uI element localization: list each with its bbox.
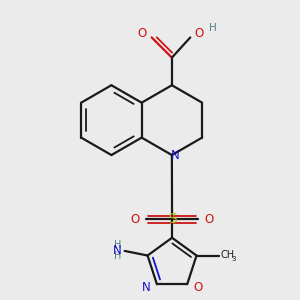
- Text: O: O: [195, 27, 204, 40]
- Text: O: O: [194, 280, 203, 293]
- Text: CH: CH: [220, 250, 235, 260]
- Text: H: H: [114, 240, 121, 250]
- Text: N: N: [142, 280, 150, 293]
- Text: N: N: [113, 244, 122, 257]
- Text: O: O: [204, 213, 213, 226]
- Text: N: N: [171, 148, 180, 162]
- Text: O: O: [138, 27, 147, 40]
- Text: O: O: [131, 213, 140, 226]
- Text: S: S: [168, 212, 176, 226]
- Text: H: H: [209, 23, 217, 33]
- Text: H: H: [114, 251, 121, 261]
- Text: 3: 3: [231, 256, 236, 262]
